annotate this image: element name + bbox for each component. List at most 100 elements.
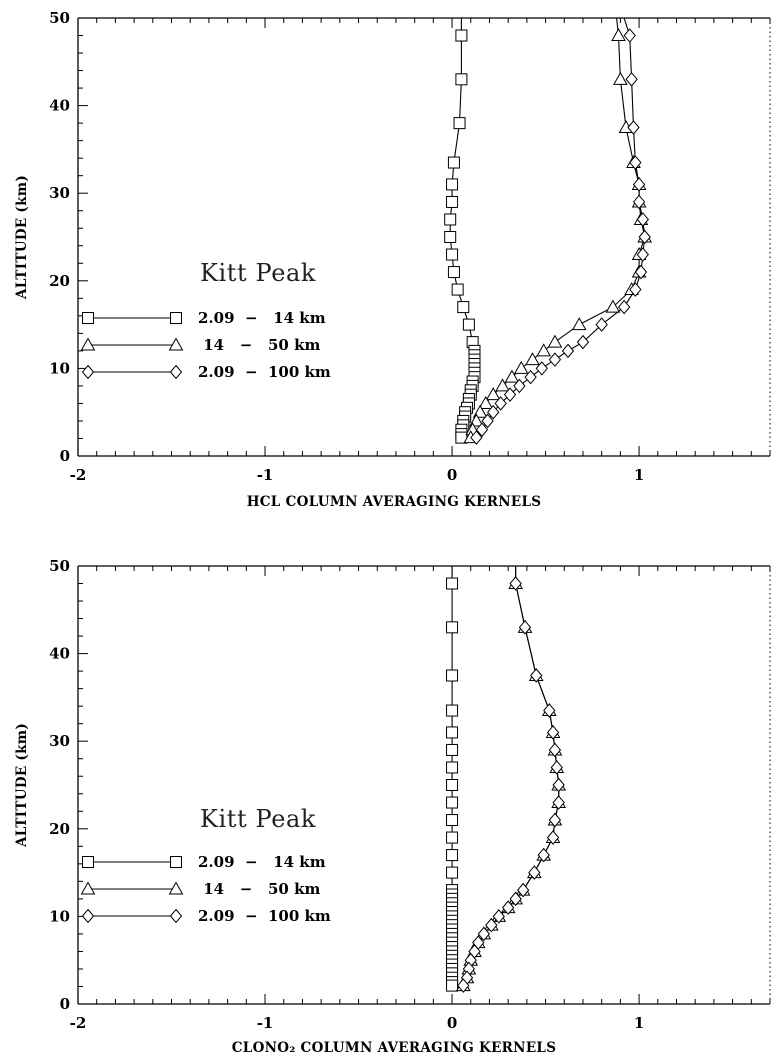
legend-marker-triangle [168, 881, 184, 895]
data-point-triangle [513, 360, 529, 374]
data-point-diamond [623, 28, 636, 43]
data-point-diamond [548, 742, 562, 758]
data-point-square [444, 213, 457, 226]
legend-label: 2.09 − 100 km [198, 907, 331, 925]
legend-marker-square [82, 312, 94, 324]
data-point-diamond [485, 917, 498, 933]
y-tick-label: 40 [49, 645, 70, 663]
data-point-diamond [513, 378, 526, 394]
data-point-square [446, 726, 459, 739]
station-annotation: Kitt Peak [200, 805, 316, 833]
data-point-square [446, 849, 459, 862]
data-point-triangle [571, 317, 587, 331]
data-point-diamond [528, 865, 541, 880]
data-point-diamond [457, 978, 470, 993]
data-point-diamond [492, 909, 505, 924]
data-point-diamond [535, 361, 548, 376]
data-point-square [446, 248, 459, 261]
data-point-triangle [547, 334, 563, 348]
legend-entry: 14 − 50 km [80, 336, 320, 354]
legend-marker-diamond [169, 908, 183, 924]
data-point-diamond [548, 812, 562, 828]
data-point-diamond [636, 247, 649, 262]
data-point-diamond [550, 760, 563, 775]
y-tick-label: 10 [49, 907, 70, 925]
series-diamond [470, 17, 651, 445]
data-point-diamond [475, 422, 489, 437]
data-point-diamond [629, 282, 642, 297]
data-point-diamond [509, 891, 522, 907]
data-point-square [446, 669, 459, 682]
data-point-square [446, 831, 459, 844]
data-point-diamond [537, 847, 550, 863]
y-axis-title: ALTITUDE (km) [14, 723, 30, 848]
data-point-square [446, 814, 459, 827]
data-point-diamond [518, 620, 532, 635]
legend-marker-triangle [168, 337, 184, 351]
data-point-diamond [627, 120, 640, 135]
data-point-diamond [503, 387, 517, 402]
data-point-diamond [543, 703, 556, 718]
x-tick-label: -1 [257, 466, 274, 484]
x-axis-title: CLONO₂ COLUMN AVERAGING KERNELS [232, 1040, 557, 1056]
y-tick-label: 10 [49, 359, 70, 377]
data-point-square [446, 796, 459, 809]
legend-label: 2.09 − 14 km [198, 853, 326, 871]
data-point-diamond [629, 155, 642, 170]
y-tick-label: 50 [49, 557, 70, 575]
legend-marker-diamond [169, 364, 183, 380]
data-point-square [453, 117, 466, 130]
data-point-triangle [605, 299, 621, 313]
x-tick-label: -2 [70, 1014, 87, 1032]
data-point-square [444, 231, 457, 243]
data-point-diamond [516, 882, 530, 898]
data-point-diamond [636, 212, 649, 227]
y-tick-label: 30 [49, 732, 70, 750]
data-point-diamond [617, 299, 631, 315]
data-point-diamond [470, 430, 483, 445]
data-point-square [446, 779, 459, 791]
legend-label: 14 − 50 km [198, 336, 320, 354]
data-point-square [446, 743, 459, 756]
data-point-square [446, 195, 459, 208]
x-tick-label: -2 [70, 466, 87, 484]
x-tick-label: -1 [257, 1014, 274, 1032]
data-point-diamond [632, 194, 646, 210]
data-point-square [446, 979, 459, 992]
y-tick-label: 0 [60, 447, 70, 465]
data-point-diamond [487, 404, 500, 420]
series-diamond [457, 566, 565, 993]
data-point-triangle [613, 71, 628, 85]
legend-label: 2.09 − 14 km [198, 309, 326, 327]
legend-marker-diamond [81, 908, 95, 924]
data-point-square [446, 621, 459, 634]
series-triangle [455, 566, 567, 992]
data-point-diamond [595, 317, 608, 332]
data-point-square [446, 178, 459, 191]
legend-marker-diamond [81, 364, 95, 380]
legend-marker-square [170, 856, 182, 868]
series-line [462, 566, 560, 986]
legend-entry: 2.09 − 14 km [82, 853, 326, 871]
data-point-diamond [634, 264, 648, 280]
data-point-square [447, 266, 460, 279]
legend-entry: 2.09 − 14 km [82, 309, 326, 327]
data-point-diamond [509, 576, 522, 591]
data-point-diamond [561, 343, 575, 359]
legend-marker-square [82, 856, 94, 868]
series-square [444, 18, 481, 444]
data-point-square [446, 704, 459, 717]
data-point-diamond [502, 900, 515, 915]
y-tick-label: 50 [49, 9, 70, 27]
data-point-triangle [478, 395, 494, 409]
x-axis-title: HCL COLUMN AVERAGING KERNELS [247, 494, 542, 510]
y-tick-label: 40 [49, 97, 70, 115]
station-annotation: Kitt Peak [200, 259, 316, 287]
data-point-square [446, 866, 459, 879]
data-point-triangle [485, 387, 501, 401]
data-point-square [446, 577, 459, 590]
y-axis-title: ALTITUDE (km) [14, 175, 30, 300]
legend-marker-triangle [80, 881, 96, 895]
